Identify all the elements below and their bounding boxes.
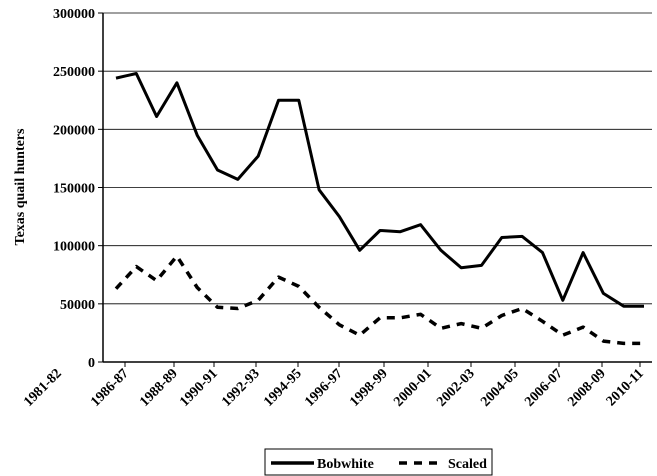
x-tick-label: 2008-09 (565, 366, 609, 410)
legend-label-scaled: Scaled (448, 457, 487, 472)
y-tick-label: 200000 (53, 123, 95, 138)
y-tick-label: 100000 (53, 240, 95, 255)
series-lines (114, 72, 644, 346)
series-line-scaled (114, 254, 644, 346)
x-tick-label: 1990-91 (177, 366, 221, 410)
x-tick-label: 1988-89 (137, 366, 181, 410)
x-tick-label: 2006-07 (522, 366, 566, 410)
x-tick-label: 1992-93 (219, 366, 263, 410)
y-tick-label: 0 (88, 356, 95, 371)
x-tick-label: 1998-99 (347, 366, 391, 410)
y-tick-label: 250000 (53, 65, 95, 80)
y-axis-label: Texas quail hunters (13, 128, 28, 246)
x-tick-labels: 1981-82 1986-87 1988-891990-911992-931994-… (21, 362, 647, 410)
y-tick-label: 50000 (60, 298, 95, 313)
x-tick-label: 1981-82 (21, 366, 65, 410)
x-tick-label: 2004-05 (478, 366, 522, 410)
x-tick-label: 1986-87 (88, 366, 132, 410)
x-tick-label: 1994-95 (261, 366, 305, 410)
y-tick-label: 150000 (53, 182, 95, 197)
x-tick-label: 2010-11 (604, 366, 647, 409)
series-line-bobwhite (115, 72, 644, 308)
legend: Bobwhite Scaled (264, 448, 493, 476)
y-tick-labels: 0 50000 100000 150000 200000 250000 300000 (53, 7, 103, 371)
x-tick-label: 1996-97 (302, 366, 346, 410)
x-tick-label: 2000-01 (391, 366, 435, 410)
grid-lines (103, 12, 652, 305)
y-tick-label: 300000 (53, 7, 95, 22)
x-tick-label: 2002-03 (434, 366, 478, 410)
legend-label-bobwhite: Bobwhite (317, 457, 374, 472)
